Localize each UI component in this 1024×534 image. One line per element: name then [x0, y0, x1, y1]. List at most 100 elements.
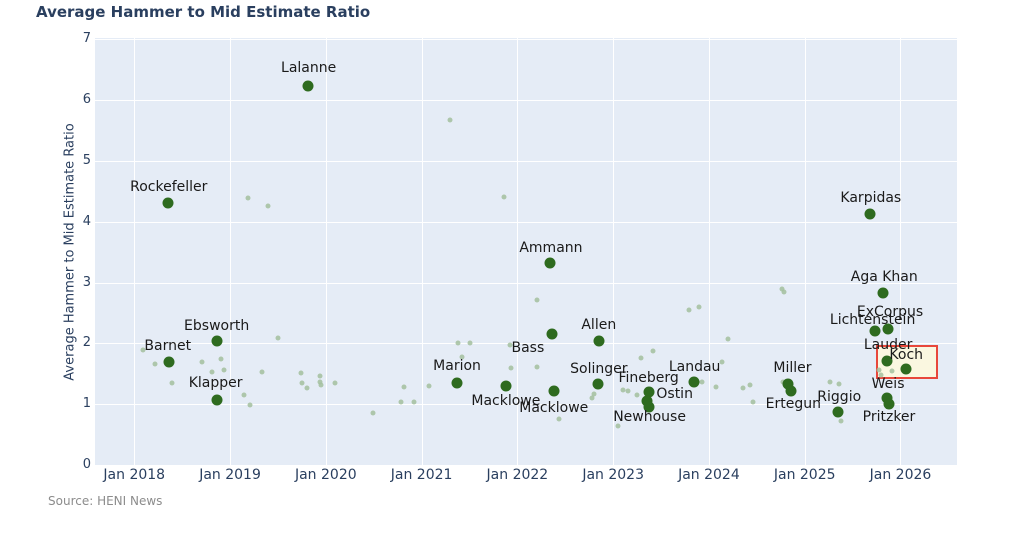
background-point: [779, 286, 785, 292]
background-point: [889, 368, 895, 374]
background-point: [589, 395, 595, 401]
point-label: Miller: [773, 360, 812, 377]
vertical-gridline: [804, 38, 806, 465]
vertical-gridline: [325, 38, 327, 465]
background-point: [591, 391, 597, 397]
data-point[interactable]: [881, 355, 893, 367]
background-point: [401, 384, 407, 390]
background-point: [247, 402, 253, 408]
background-point: [265, 203, 271, 209]
background-point: [199, 359, 205, 365]
point-label: Lichtenstein: [829, 312, 916, 329]
data-point[interactable]: [782, 378, 794, 390]
data-point[interactable]: [302, 80, 314, 92]
background-point: [836, 381, 842, 387]
background-point: [625, 388, 631, 394]
point-label: Lalanne: [281, 60, 337, 77]
data-point[interactable]: [641, 395, 653, 407]
point-label: Rockefeller: [130, 178, 208, 195]
data-point[interactable]: [877, 287, 889, 299]
data-point[interactable]: [643, 401, 655, 413]
background-point: [209, 369, 215, 375]
data-point[interactable]: [544, 257, 556, 269]
background-point: [455, 340, 461, 346]
background-point: [259, 369, 265, 375]
background-point: [370, 410, 376, 416]
background-point: [719, 359, 725, 365]
point-label: Bass: [511, 340, 545, 357]
background-point: [218, 356, 224, 362]
background-point: [275, 335, 281, 341]
data-point[interactable]: [883, 398, 895, 410]
data-point[interactable]: [864, 208, 876, 220]
background-point: [878, 372, 884, 378]
point-label: Ostin: [656, 385, 693, 402]
background-point: [169, 380, 175, 386]
horizontal-gridline: [95, 100, 957, 102]
point-label: Riggio: [817, 389, 862, 406]
point-label: ExCorpus: [856, 303, 924, 320]
data-point[interactable]: [451, 377, 463, 389]
background-point: [556, 416, 562, 422]
background-point: [534, 364, 540, 370]
background-point: [686, 307, 692, 313]
data-point[interactable]: [882, 323, 894, 335]
data-point[interactable]: [785, 385, 797, 397]
background-point: [447, 117, 453, 122]
point-label: Aga Khan: [850, 268, 918, 285]
y-axis-tick-label: 5: [82, 152, 91, 168]
vertical-gridline: [230, 38, 232, 465]
background-point: [318, 382, 324, 388]
data-point[interactable]: [832, 406, 844, 418]
data-point[interactable]: [643, 386, 655, 398]
background-point: [781, 289, 787, 295]
background-point: [638, 355, 644, 361]
data-point[interactable]: [900, 363, 912, 375]
background-point: [241, 392, 247, 398]
background-point: [507, 342, 513, 348]
background-point: [827, 379, 833, 385]
point-label: Karpidas: [840, 189, 902, 206]
horizontal-gridline: [95, 282, 957, 284]
data-point[interactable]: [592, 378, 604, 390]
data-point[interactable]: [548, 385, 560, 397]
background-point: [398, 399, 404, 405]
data-point[interactable]: [500, 380, 512, 392]
source-note: Source: HENI News: [48, 494, 163, 508]
point-label: Pritzker: [862, 408, 916, 425]
background-point: [426, 383, 432, 389]
background-point: [634, 392, 640, 398]
data-point[interactable]: [593, 335, 605, 347]
horizontal-gridline: [95, 404, 957, 406]
point-label: Koch: [889, 346, 924, 363]
point-label: Newhouse: [613, 409, 686, 426]
vertical-gridline: [517, 38, 519, 465]
background-point: [747, 382, 753, 388]
background-point: [411, 399, 417, 405]
point-label: Marion: [433, 357, 481, 374]
point-label: Landau: [668, 359, 721, 376]
data-point[interactable]: [211, 394, 223, 406]
x-axis-tick-label: Jan 2023: [582, 467, 644, 483]
data-point[interactable]: [163, 356, 175, 368]
data-point[interactable]: [211, 335, 223, 347]
plot-area[interactable]: Rockefeller Barnet Ebsworth Klapper Lalanne M…: [95, 38, 957, 465]
data-point[interactable]: [688, 376, 700, 388]
background-point: [838, 418, 844, 424]
vertical-gridline: [421, 38, 423, 465]
background-point: [459, 354, 465, 360]
y-axis-tick-label: 4: [82, 213, 91, 229]
horizontal-gridline: [95, 160, 957, 162]
background-point: [152, 361, 158, 367]
point-label: Weis: [871, 376, 905, 393]
x-axis-tick-label: Jan 2021: [390, 467, 453, 483]
background-point: [876, 367, 882, 373]
vertical-gridline: [134, 38, 136, 465]
background-point: [317, 373, 323, 379]
point-label: Solinger: [570, 361, 628, 378]
point-label: Lauder: [863, 336, 913, 353]
data-point[interactable]: [546, 328, 558, 340]
data-point[interactable]: [162, 197, 174, 209]
data-point[interactable]: [869, 325, 881, 337]
background-point: [298, 370, 304, 376]
